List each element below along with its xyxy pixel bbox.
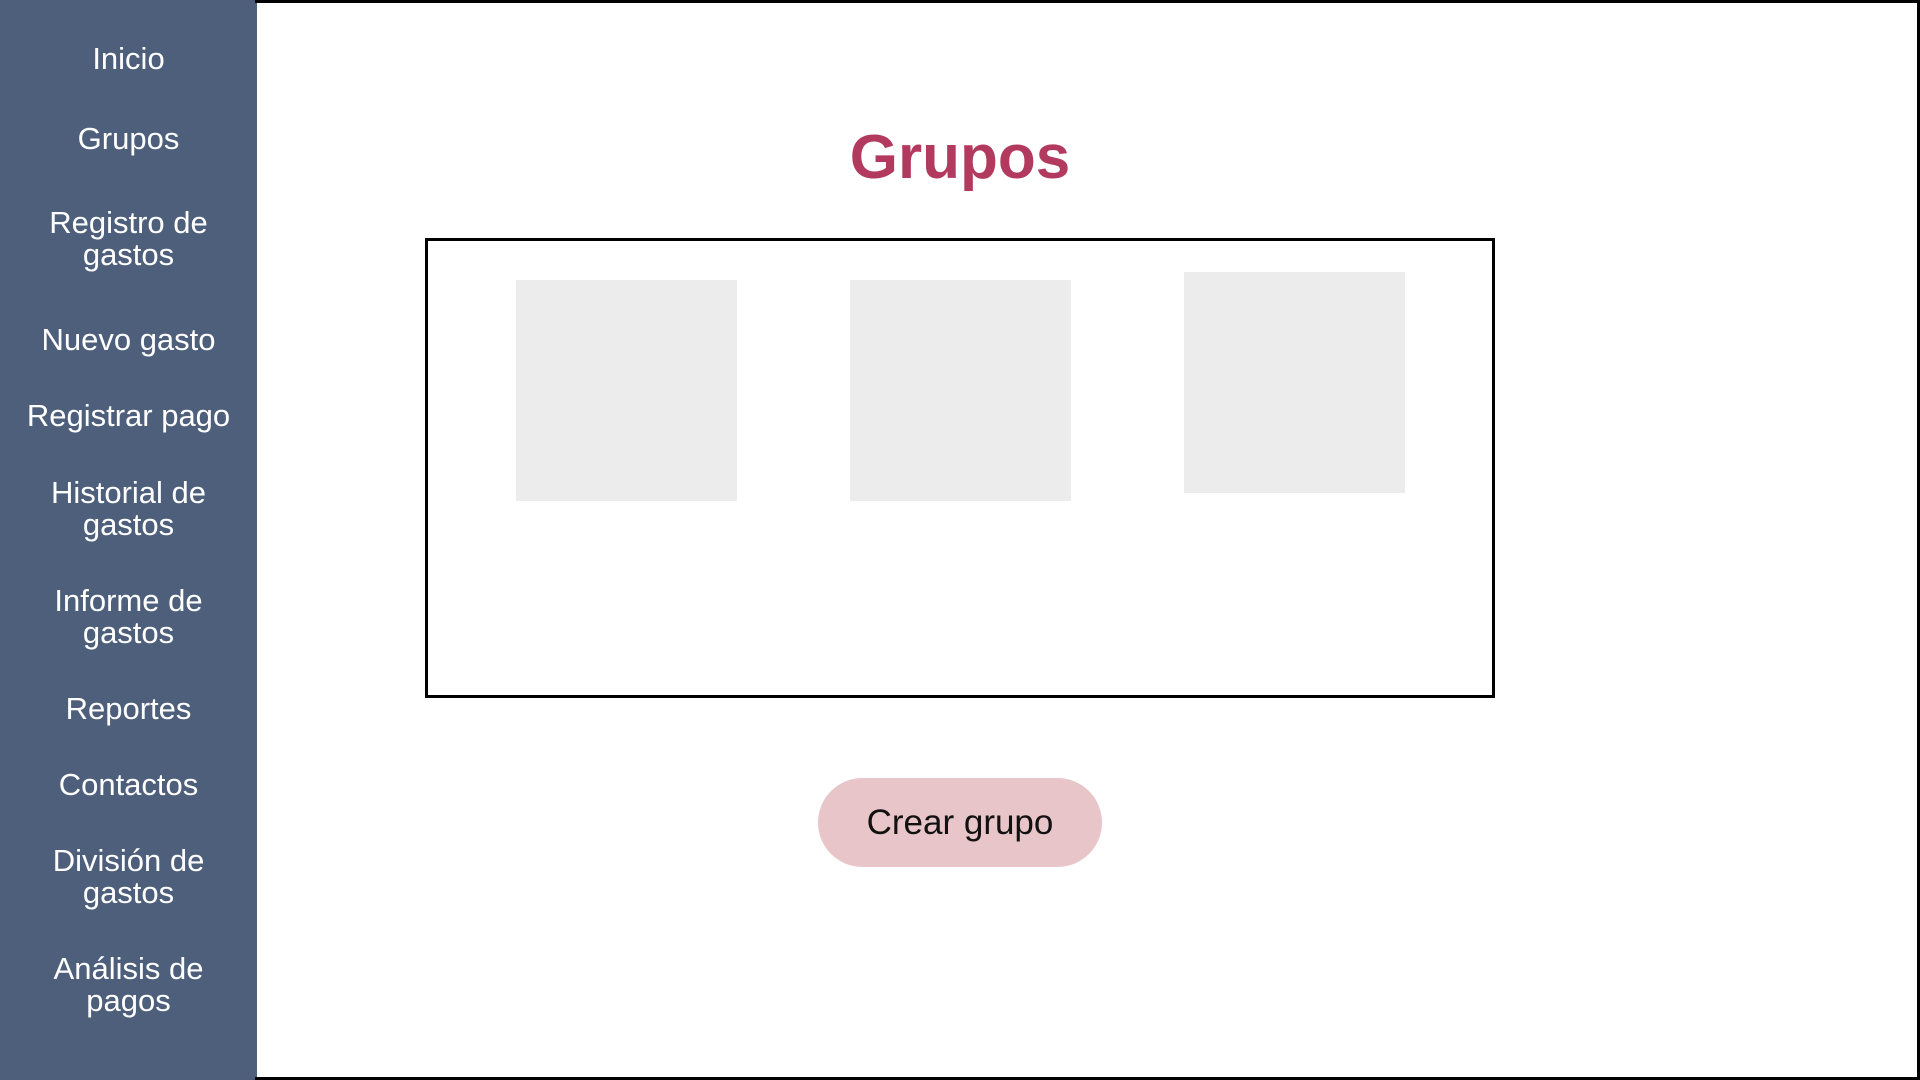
sidebar-item-informe-de-gastos[interactable]: Informe de gastos [54,583,203,650]
groups-panel [425,238,1495,698]
group-card[interactable] [516,280,737,501]
group-card[interactable] [1184,272,1405,493]
sidebar-item-division-de-gastos[interactable]: División de gastos [52,843,205,910]
group-card[interactable] [850,280,1071,501]
sidebar-item-grupos[interactable]: Grupos [77,121,180,156]
sidebar-item-contactos[interactable]: Contactos [58,767,199,802]
sidebar: Inicio Grupos Registro de gastos Nuevo g… [0,0,257,1080]
create-group-button[interactable]: Crear grupo [818,778,1102,867]
sidebar-item-nuevo-gasto[interactable]: Nuevo gasto [41,322,216,357]
page-title: Grupos [849,123,1071,192]
sidebar-item-inicio[interactable]: Inicio [92,41,165,76]
sidebar-item-analisis-de-pagos[interactable]: Análisis de pagos [53,951,204,1018]
sidebar-item-reportes[interactable]: Reportes [65,691,192,726]
sidebar-item-registrar-pago[interactable]: Registrar pago [26,398,231,433]
sidebar-item-historial-de-gastos[interactable]: Historial de gastos [50,475,207,542]
sidebar-item-registro-de-gastos[interactable]: Registro de gastos [49,205,208,272]
